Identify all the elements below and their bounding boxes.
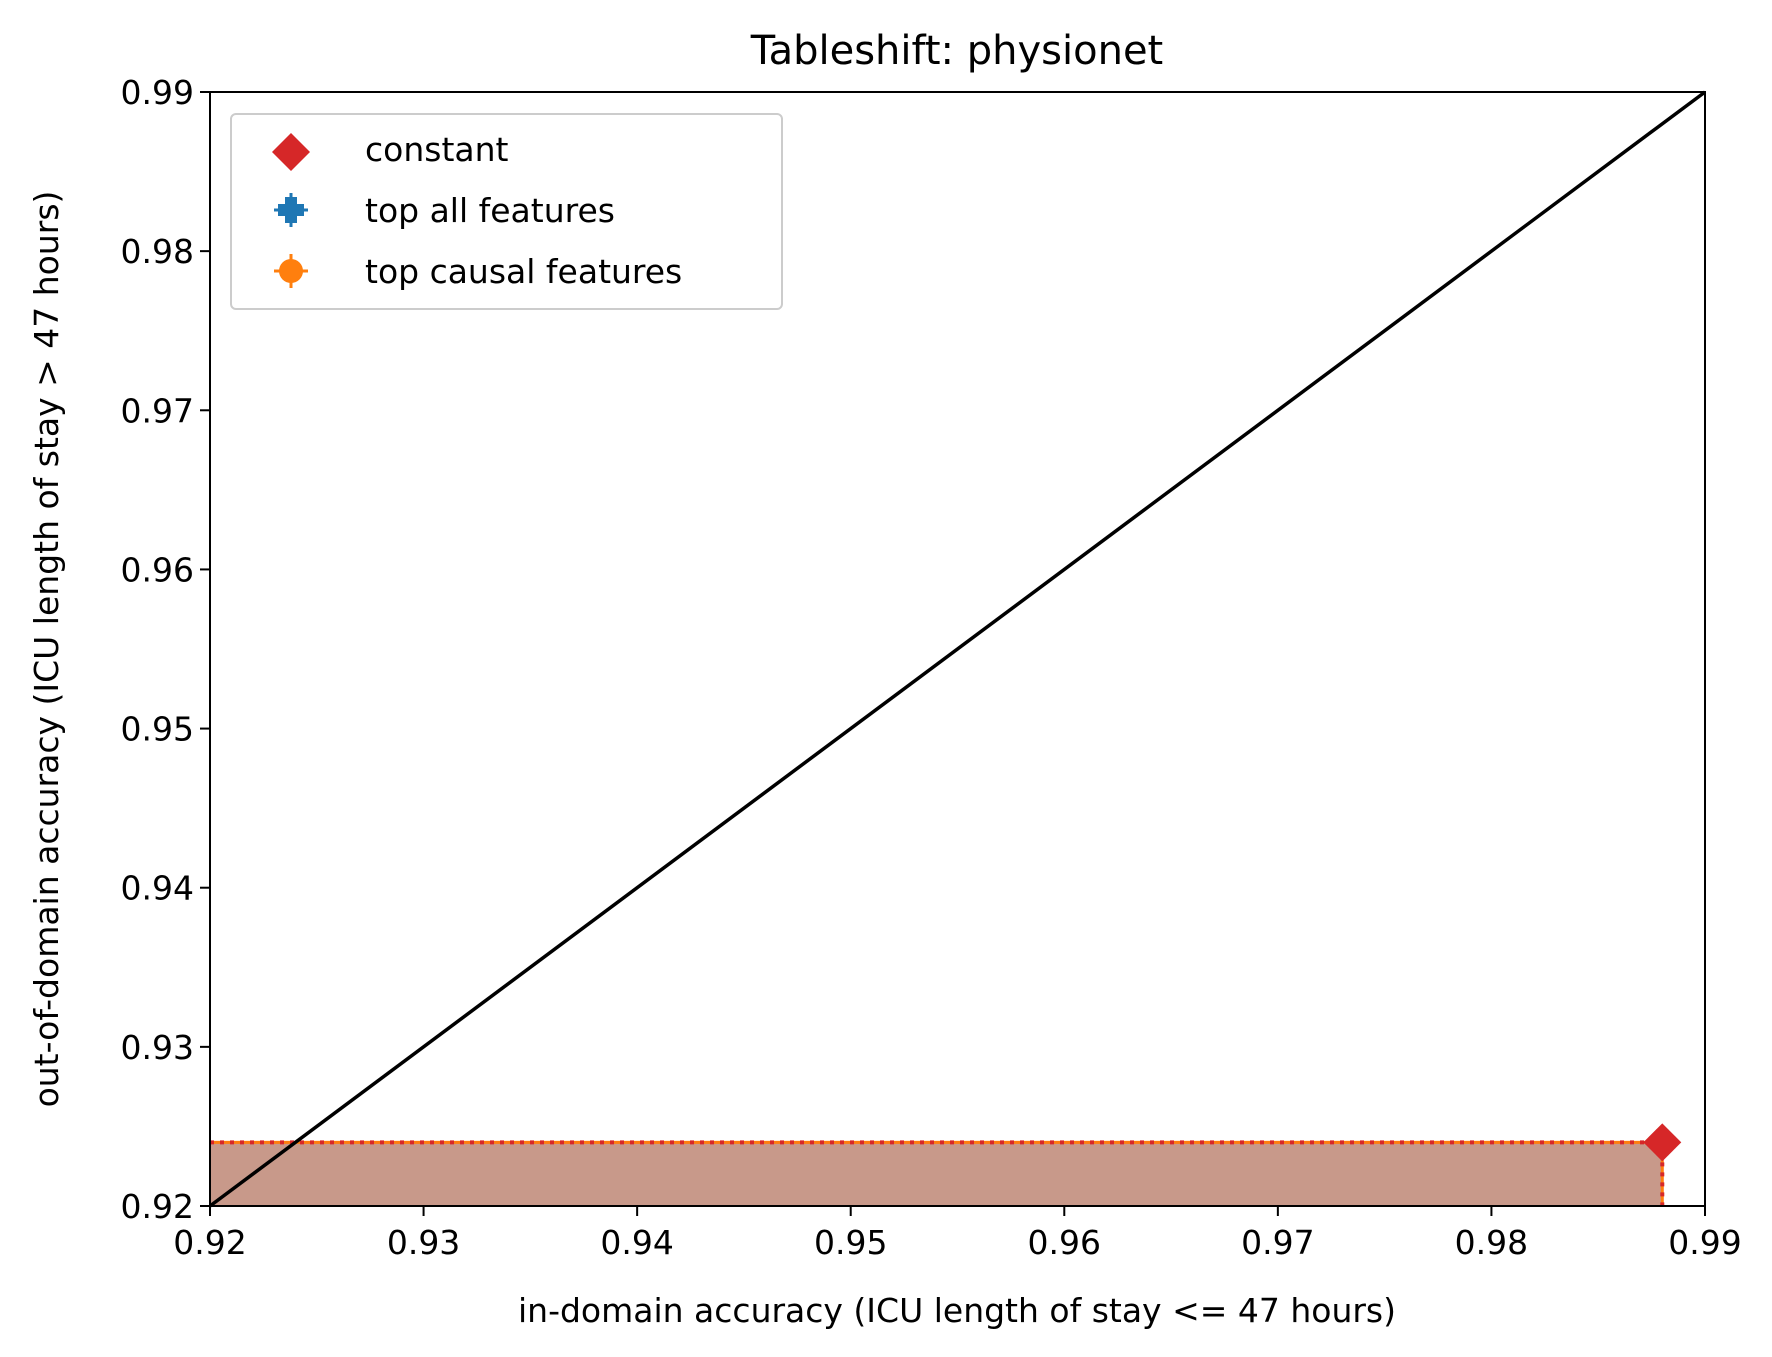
x-axis-label: in-domain accuracy (ICU length of stay <…	[518, 1291, 1396, 1330]
x-tick-label: 0.93	[387, 1223, 460, 1262]
plus-filled-marker-icon	[274, 193, 308, 227]
x-tick-label: 0.92	[173, 1223, 246, 1262]
y-tick-label: 0.93	[121, 1028, 194, 1067]
y-axis-ticks: 0.92 0.93 0.94 0.95 0.96 0.97 0.98 0.99	[121, 73, 210, 1226]
x-tick-label: 0.94	[600, 1223, 673, 1262]
plot-area	[208, 90, 1707, 1208]
diagonal-line	[208, 90, 1707, 1208]
legend-item-constant: constant	[272, 130, 509, 171]
x-tick-label: 0.98	[1455, 1223, 1528, 1262]
x-tick-label: 0.95	[814, 1223, 887, 1262]
y-tick-label: 0.97	[121, 391, 194, 430]
axes-frame	[209, 91, 1706, 1207]
circle-marker-icon	[274, 254, 308, 288]
shaded-region	[210, 1142, 1663, 1206]
point-constant	[1643, 1123, 1682, 1162]
x-axis-ticks: 0.92 0.93 0.94 0.95 0.96 0.97 0.98 0.99	[173, 1206, 1742, 1262]
y-tick-label: 0.95	[121, 710, 194, 749]
legend-item-top-causal-features: top causal features	[274, 252, 682, 291]
y-tick-label: 0.96	[121, 550, 194, 589]
y-tick-label: 0.92	[121, 1187, 194, 1226]
y-tick-label: 0.99	[121, 73, 194, 112]
legend-box	[230, 113, 783, 310]
y-axis-label: out-of-domain accuracy (ICU length of st…	[27, 191, 66, 1108]
legend-label: top all features	[365, 191, 615, 230]
x-tick-label: 0.97	[1241, 1223, 1314, 1262]
x-tick-label: 0.96	[1028, 1223, 1101, 1262]
chart-title: Tableshift: physionet	[750, 28, 1163, 74]
legend-label: constant	[365, 130, 509, 169]
y-tick-label: 0.94	[121, 869, 194, 908]
diamond-marker-icon	[272, 133, 310, 171]
legend-item-top-all-features: top all features	[274, 191, 615, 230]
x-tick-label: 0.99	[1668, 1223, 1741, 1262]
y-tick-label: 0.98	[121, 232, 194, 271]
legend-label: top causal features	[365, 252, 682, 291]
legend: constant top all features top causal fea…	[230, 113, 783, 310]
